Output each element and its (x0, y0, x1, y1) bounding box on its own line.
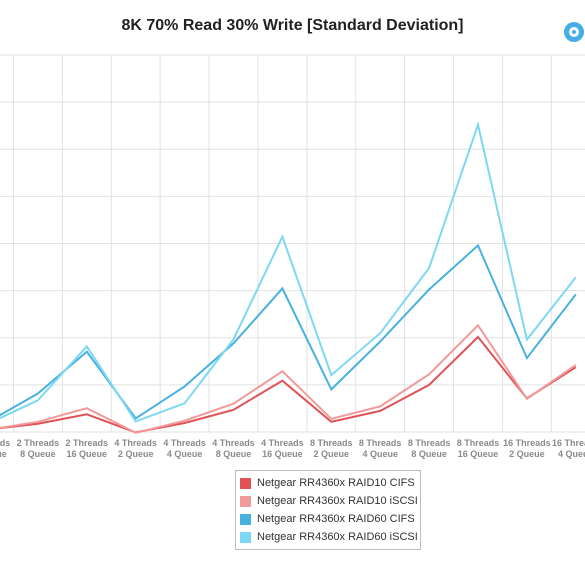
legend-item[interactable]: Netgear RR4360x RAID10 CIFS (240, 474, 416, 492)
x-tick-sublabel: 4 Queue (167, 449, 203, 459)
legend-item[interactable]: Netgear RR4360x RAID10 iSCSI (240, 492, 418, 510)
x-tick-label: 2 Threads (66, 438, 109, 448)
x-tick-label: 2 Threads (17, 438, 60, 448)
x-tick-sublabel: 2 Queue (118, 449, 154, 459)
info-icon-dot (572, 30, 576, 34)
x-tick-label: 4 Threads (261, 438, 304, 448)
x-tick-label: 4 Threads (163, 438, 206, 448)
legend-swatch (240, 495, 251, 507)
x-tick-label: 1 Threads (0, 438, 10, 448)
x-tick-label: 8 Threads (408, 438, 451, 448)
chart-legend: Netgear RR4360x RAID10 CIFS Netgear RR436… (235, 470, 421, 550)
legend-item[interactable]: Netgear RR4360x RAID60 iSCSI (240, 528, 418, 546)
legend-swatch (240, 513, 251, 525)
legend-swatch (240, 477, 251, 489)
x-tick-label: 8 Threads (359, 438, 402, 448)
series-line-1 (0, 323, 577, 434)
series-line-3 (0, 121, 577, 423)
legend-label: Netgear RR4360x RAID10 CIFS (257, 477, 415, 489)
x-tick-sublabel: 16 Queue (458, 449, 499, 459)
info-icon[interactable] (564, 22, 584, 42)
series-line-2 (0, 243, 577, 420)
x-tick-sublabel: 8 Queue (20, 449, 56, 459)
x-tick-sublabel: 2 Queue (314, 449, 350, 459)
legend-label: Netgear RR4360x RAID10 iSCSI (257, 495, 418, 507)
x-tick-sublabel: 16 Queue (67, 449, 108, 459)
x-tick-label: 16 Threads (552, 438, 585, 448)
x-tick-label: 4 Threads (212, 438, 255, 448)
legend-label: Netgear RR4360x RAID60 iSCSI (257, 531, 418, 543)
x-tick-sublabel: 16 Queue (262, 449, 303, 459)
x-tick-label: 8 Threads (310, 438, 353, 448)
legend-item[interactable]: Netgear RR4360x RAID60 CIFS (240, 510, 416, 528)
legend-swatch (240, 531, 251, 543)
x-tick-sublabel: 1 Queue (0, 449, 7, 459)
chart-title: 8K 70% Read 30% Write [Standard Deviatio… (121, 17, 464, 34)
series-line-0 (0, 335, 577, 434)
x-tick-sublabel: 4 Queue (362, 449, 398, 459)
x-tick-sublabel: 8 Queue (216, 449, 252, 459)
x-tick-sublabel: 4 Queue (558, 449, 585, 459)
legend-label: Netgear RR4360x RAID60 CIFS (257, 513, 415, 525)
x-tick-sublabel: 8 Queue (411, 449, 447, 459)
x-tick-label: 4 Threads (114, 438, 157, 448)
x-tick-label: 16 Threads (503, 438, 551, 448)
x-tick-label: 8 Threads (457, 438, 500, 448)
x-tick-sublabel: 2 Queue (509, 449, 545, 459)
